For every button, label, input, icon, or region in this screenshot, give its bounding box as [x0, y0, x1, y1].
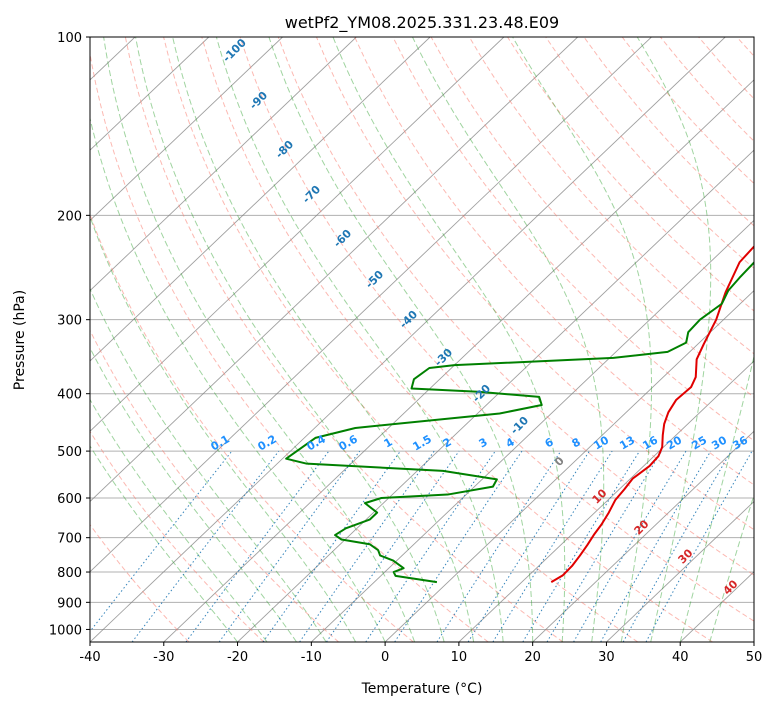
dry-adiabat — [90, 50, 489, 642]
moist-adiabat — [90, 116, 386, 642]
dry-adiabat — [239, 37, 754, 622]
isotherm-line — [0, 37, 61, 642]
y-tick-label: 500 — [57, 445, 82, 460]
moist-adiabat — [412, 37, 605, 642]
x-tick-label: 50 — [746, 650, 763, 665]
y-tick-label: 900 — [57, 596, 82, 611]
y-tick-label: 300 — [57, 314, 82, 329]
x-tick-label: 0 — [381, 650, 389, 665]
x-tick-label: -20 — [227, 650, 248, 665]
mixing-ratio-line — [326, 450, 460, 642]
isotherm-line — [90, 37, 283, 222]
temperature-profile-line — [550, 245, 754, 583]
moist-adiabat — [268, 37, 534, 642]
mixing-ratio-line — [467, 450, 590, 642]
axis-layer: -40 -30 -20 -10 0 10 20 30 40 50 1000 900 800 700 600 5… — [49, 31, 762, 665]
isotherm-line — [90, 37, 210, 151]
dry-adiabat — [163, 37, 639, 642]
dry-adiabat — [468, 37, 754, 355]
moist-adiabat — [215, 37, 504, 642]
isotherm-line — [311, 219, 754, 642]
isotherm-line — [163, 79, 754, 642]
isotherm-line — [753, 641, 754, 642]
moist-adiabat — [103, 37, 416, 642]
isotherm-line — [90, 37, 579, 503]
mixing-ratio-line — [522, 450, 640, 642]
moist-adiabat — [135, 37, 445, 642]
y-tick-label: 800 — [57, 566, 82, 581]
dry-adiabat — [201, 37, 713, 642]
y-tick-label: 400 — [57, 388, 82, 403]
x-tick-label: 30 — [598, 650, 615, 665]
moist-adiabat — [332, 37, 566, 642]
mixing-ratio-line — [436, 450, 562, 642]
mixing-ratio-line — [394, 450, 523, 642]
dry-adiabat — [90, 523, 190, 642]
isotherm-line — [458, 360, 754, 642]
grid-layer — [0, 37, 754, 642]
x-tick-label: -40 — [79, 650, 100, 665]
y-tick-label: 200 — [57, 209, 82, 224]
dry-adiabat — [90, 213, 414, 642]
dry-adiabat — [392, 37, 754, 442]
isotherm-line — [90, 37, 505, 432]
isotherm-line — [90, 37, 652, 573]
plot-area — [90, 37, 754, 642]
y-tick-label: 100 — [57, 31, 82, 46]
plot-frame — [89, 36, 755, 643]
isotherm-line — [90, 37, 431, 362]
isotherm-line — [90, 37, 726, 642]
isotherm-line — [90, 37, 357, 292]
dewpoint-profile-line — [285, 260, 754, 584]
mixing-ratio-line — [185, 450, 330, 642]
moist-adiabat — [90, 287, 327, 642]
x-tick-label: 20 — [524, 650, 541, 665]
plot-background — [90, 37, 754, 642]
dry-adiabat — [124, 37, 564, 642]
y-axis-title: Pressure (hPa) — [12, 290, 28, 390]
x-tick-label: 10 — [451, 650, 468, 665]
moist-adiabat — [172, 37, 475, 642]
moist-adiabat — [636, 37, 712, 642]
moist-adiabat — [90, 215, 357, 642]
isotherm-line — [606, 500, 754, 642]
y-tick-label: 600 — [57, 492, 82, 507]
chart-title: wetPf2_YM08.2025.331.23.48.E09 — [285, 13, 559, 33]
mixing-ratio-line — [299, 450, 435, 642]
moist-adiabat — [512, 37, 653, 642]
isotherm-line — [237, 149, 754, 642]
isotherm-line — [384, 290, 754, 642]
x-tick-label: -30 — [153, 650, 174, 665]
x-axis-title: Temperature (°C) — [361, 681, 483, 697]
y-tick-label: 1000 — [49, 623, 82, 638]
y-tick-label: 700 — [57, 532, 82, 547]
isotherm-line — [532, 430, 754, 642]
mixing-ratio-line — [622, 450, 732, 642]
x-tick-label: 40 — [672, 650, 689, 665]
mixing-ratio-line — [645, 450, 753, 642]
dry-adiabat — [90, 430, 265, 642]
mixing-ratio-line — [365, 450, 496, 642]
series-layer — [285, 245, 754, 584]
dry-adiabat — [315, 37, 754, 531]
mixing-ratio-line — [218, 450, 361, 642]
x-tick-label: -10 — [301, 650, 322, 665]
mixing-ratio-line — [262, 450, 401, 642]
